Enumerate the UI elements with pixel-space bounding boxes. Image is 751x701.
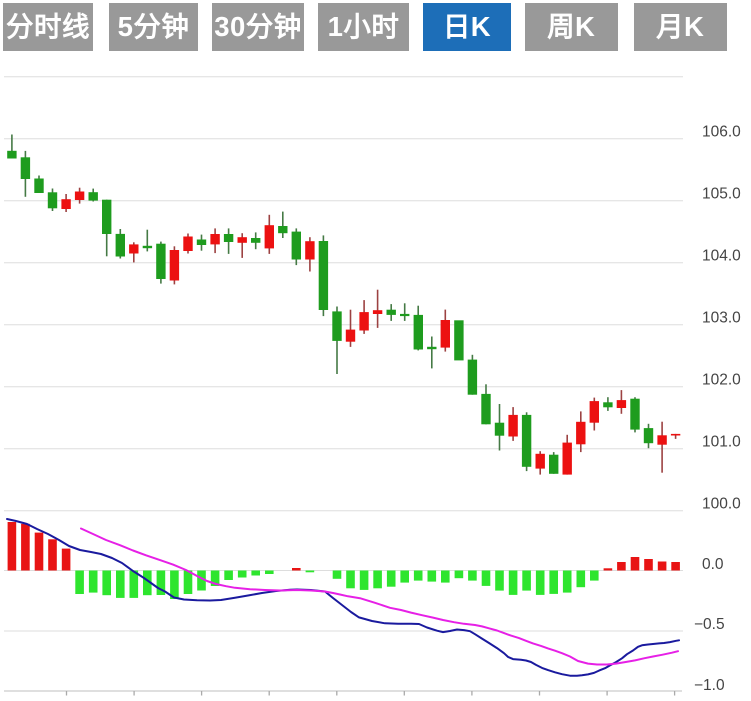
svg-text:0.0: 0.0 <box>702 556 724 573</box>
svg-text:−0.5: −0.5 <box>694 616 725 633</box>
svg-text:106.0: 106.0 <box>702 124 741 141</box>
svg-text:101.0: 101.0 <box>702 434 741 451</box>
svg-text:100.0: 100.0 <box>702 496 741 513</box>
svg-text:105.0: 105.0 <box>702 186 741 203</box>
svg-text:102.0: 102.0 <box>702 372 741 389</box>
svg-text:104.0: 104.0 <box>702 248 741 265</box>
svg-text:−1.0: −1.0 <box>694 677 725 694</box>
svg-text:103.0: 103.0 <box>702 310 741 327</box>
